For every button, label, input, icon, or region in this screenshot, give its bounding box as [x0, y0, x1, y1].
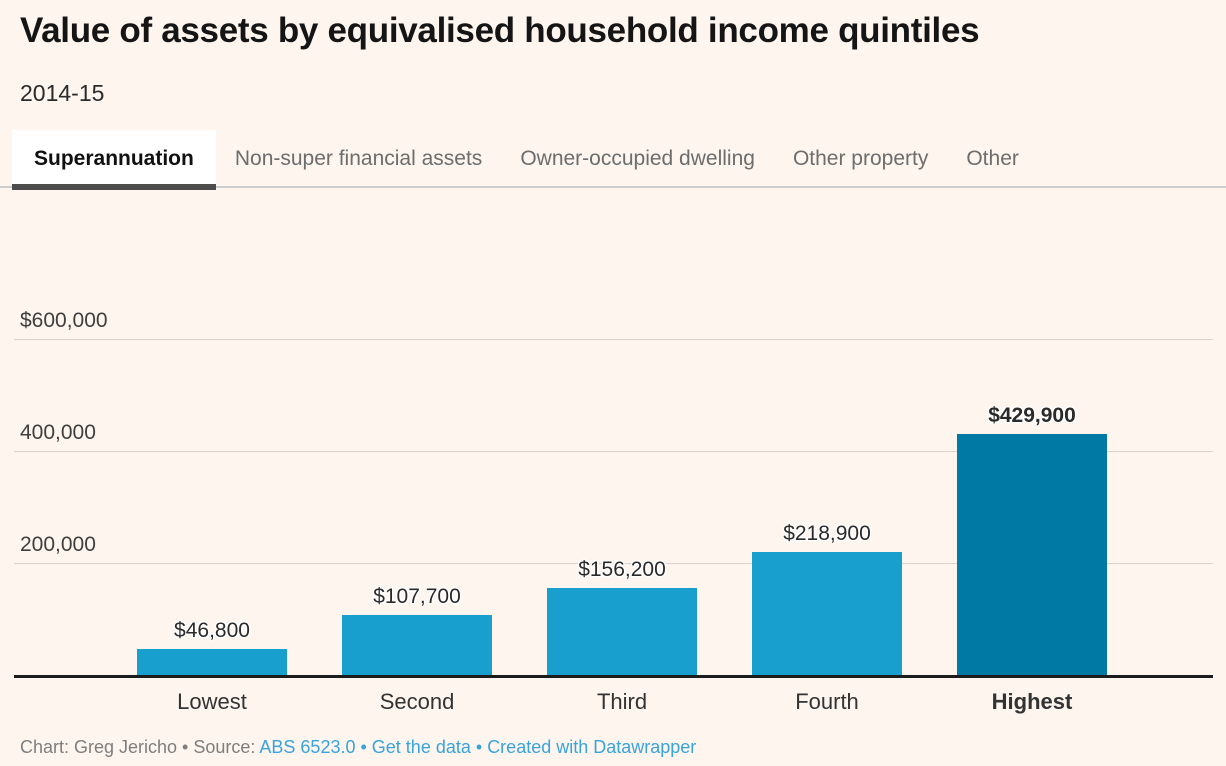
x-axis-category-label: Third: [596, 689, 648, 714]
tab-non-super-financial-assets[interactable]: Non-super financial assets: [216, 130, 501, 187]
footer-text: Chart: Greg Jericho • Source:: [20, 737, 260, 757]
bar-value-label: $429,900: [988, 404, 1076, 427]
bar-value-label: $46,800: [174, 619, 250, 642]
tab-label: Owner-occupied dwelling: [520, 146, 755, 170]
tab-other-property[interactable]: Other property: [774, 130, 947, 187]
y-axis-tick-label: 400,000: [20, 421, 96, 444]
bar-second[interactable]: [342, 615, 492, 675]
tab-label: Superannuation: [34, 146, 194, 170]
tab-superannuation[interactable]: Superannuation: [12, 130, 216, 190]
bar-fourth[interactable]: [752, 552, 902, 675]
bar-chart: $600,000 400,000 200,000 $46,800 Lowest $107,…: [0, 190, 1226, 720]
bar-value-label: $156,200: [578, 558, 666, 581]
footer-text: •: [355, 737, 372, 757]
bar-value-label: $107,700: [373, 585, 461, 608]
active-tab-underline: [12, 184, 216, 190]
x-axis-category-label: Second: [379, 689, 455, 714]
footer-link-abs-6523-0[interactable]: ABS 6523.0: [259, 737, 356, 757]
chart-subtitle: 2014-15: [20, 80, 105, 106]
tab-label: Other: [966, 146, 1019, 170]
footer-text: •: [470, 737, 488, 757]
bar-third[interactable]: [547, 588, 697, 675]
x-axis-category-label: Lowest: [177, 689, 247, 714]
gridline-400000: [14, 451, 1213, 452]
chart-title: Value of assets by equivalised household…: [20, 11, 980, 50]
gridline-600000: [14, 339, 1213, 340]
footer-link-get-the-data[interactable]: Get the data: [371, 737, 471, 757]
x-axis-category-label: Highest: [991, 689, 1073, 714]
x-axis-baseline: [14, 675, 1213, 678]
x-axis-category-label: Fourth: [795, 689, 859, 714]
gridline-200000: [14, 563, 1213, 564]
footer-link-created-with-datawrapper[interactable]: Created with Datawrapper: [487, 737, 697, 757]
tab-label: Non-super financial assets: [234, 146, 483, 170]
chart-footer: Chart: Greg Jericho • Source: ABS 6523.0…: [20, 735, 696, 759]
tab-bar: Superannuation Non-super financial assets…: [12, 130, 1038, 190]
bar-value-label: $218,900: [783, 522, 871, 545]
tab-other[interactable]: Other: [947, 130, 1038, 187]
tab-label: Other property: [792, 146, 929, 170]
y-axis-tick-label: 200,000: [20, 533, 96, 556]
bar-highest[interactable]: [957, 434, 1107, 675]
tab-owner-occupied-dwelling[interactable]: Owner-occupied dwelling: [501, 130, 774, 187]
y-axis-tick-label: $600,000: [20, 309, 108, 332]
tab-bar-divider: [0, 186, 1226, 188]
bar-lowest[interactable]: [137, 649, 287, 675]
